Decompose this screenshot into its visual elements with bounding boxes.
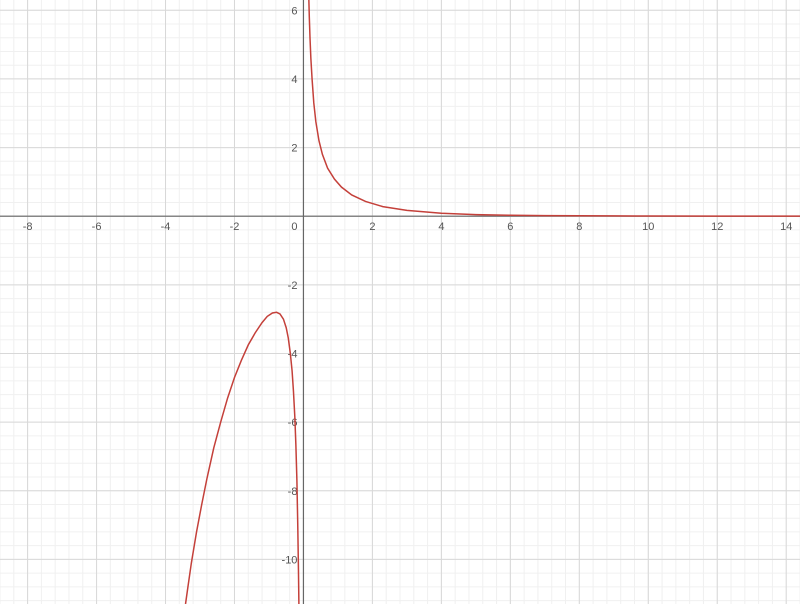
y-tick-label: 4 <box>291 74 297 86</box>
x-tick-label: 6 <box>507 221 513 233</box>
x-tick-label: 10 <box>642 221 654 233</box>
x-tick-label: 14 <box>780 221 792 233</box>
y-tick-label: 6 <box>291 5 297 17</box>
x-tick-label: 4 <box>438 221 444 233</box>
y-tick-label: -4 <box>288 348 298 360</box>
x-tick-label: -6 <box>92 221 102 233</box>
y-tick-label: 2 <box>291 143 297 155</box>
x-tick-label: -8 <box>23 221 33 233</box>
y-tick-label: -2 <box>288 280 298 292</box>
x-tick-label: 12 <box>711 221 723 233</box>
x-tick-label: 8 <box>576 221 582 233</box>
function-graph: 2 4 6 8 10 12 14 -8 -6 -4 -2 2 4 6 -2 -4 -6 -8 -10 0 <box>0 0 800 604</box>
x-tick-label: -2 <box>230 221 240 233</box>
origin-label: 0 <box>291 221 297 233</box>
y-tick-label: -6 <box>288 417 298 429</box>
x-tick-label: 2 <box>369 221 375 233</box>
y-tick-label: -10 <box>282 554 298 566</box>
x-tick-label: -4 <box>161 221 171 233</box>
y-tick-label: -8 <box>288 486 298 498</box>
